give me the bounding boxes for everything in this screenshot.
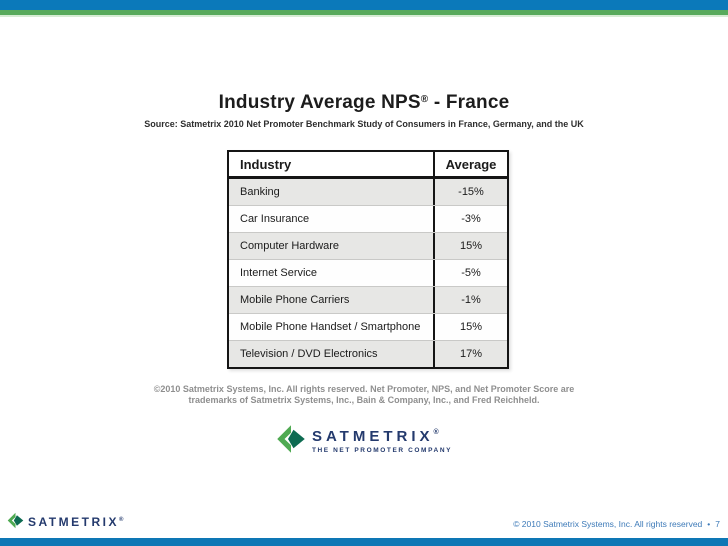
- center-logo-tagline: THE NET PROMOTER COMPANY: [311, 447, 453, 454]
- slide-title: Industry Average NPS® - France: [0, 92, 728, 114]
- slide-title-rest: - France: [428, 92, 510, 113]
- slide-title-text: Industry Average NPS: [218, 92, 421, 113]
- industry-cell: Banking: [229, 179, 435, 205]
- industry-cell: Computer Hardware: [229, 233, 435, 259]
- average-cell: 17%: [459, 348, 483, 360]
- top-accent-bar-pale: [0, 15, 728, 17]
- trademark-footnote-line2: trademarks of Satmetrix Systems, Inc., B…: [188, 394, 540, 405]
- copyright-text: © 2010 Satmetrix Systems, Inc. All right…: [513, 519, 703, 529]
- nps-average-table: Industry Average Banking -15% Car Insura…: [227, 150, 509, 369]
- center-logo-name: SATMETRIX: [311, 428, 434, 445]
- industry-cell: Mobile Phone Carriers: [229, 287, 435, 313]
- table-row: Television / DVD Electronics 17%: [229, 340, 507, 367]
- footer-logo-wordmark: SATMETRIX®: [28, 513, 123, 529]
- satmetrix-footer-logo: SATMETRIX®: [7, 512, 123, 529]
- footer-logo-name: SATMETRIX: [28, 514, 119, 529]
- table-row: Car Insurance -3%: [229, 205, 507, 232]
- table-row: Internet Service -5%: [229, 259, 507, 286]
- center-logo-wordmark: SATMETRIX®: [312, 424, 452, 445]
- average-cell: -5%: [461, 267, 481, 279]
- satmetrix-diamond-icon: [276, 424, 306, 454]
- table-header-row: Industry Average: [229, 152, 507, 179]
- industry-cell: Television / DVD Electronics: [229, 341, 435, 367]
- top-accent-bar-blue: [0, 0, 728, 10]
- top-accent-bar-green: [0, 10, 728, 15]
- page-number: 7: [715, 519, 720, 529]
- industry-cell: Internet Service: [229, 260, 435, 286]
- trademark-footnote: ©2010 Satmetrix Systems, Inc. All rights…: [0, 384, 728, 405]
- average-cell: 15%: [459, 240, 483, 252]
- table-row: Mobile Phone Carriers -1%: [229, 286, 507, 313]
- average-cell: -3%: [461, 213, 481, 225]
- registered-trademark-symbol: ®: [433, 429, 439, 436]
- separator-dot: •: [707, 519, 711, 529]
- industry-cell: Mobile Phone Handset / Smartphone: [229, 314, 435, 340]
- column-header-average: Average: [445, 156, 497, 172]
- satmetrix-center-logo: SATMETRIX® THE NET PROMOTER COMPANY: [0, 424, 728, 454]
- average-cell: -15%: [458, 186, 484, 198]
- center-logo-text-block: SATMETRIX® THE NET PROMOTER COMPANY: [312, 424, 452, 454]
- footer-copyright: © 2010 Satmetrix Systems, Inc. All right…: [513, 519, 720, 529]
- average-cell: -1%: [461, 294, 481, 306]
- bottom-accent-bar: [0, 538, 728, 546]
- table-row: Banking -15%: [229, 179, 507, 205]
- satmetrix-diamond-icon: [7, 512, 24, 529]
- registered-trademark-symbol: ®: [118, 516, 124, 523]
- registered-trademark-symbol: ®: [420, 94, 429, 105]
- table-row: Mobile Phone Handset / Smartphone 15%: [229, 313, 507, 340]
- source-citation: Source: Satmetrix 2010 Net Promoter Benc…: [144, 119, 584, 129]
- average-cell: 15%: [459, 321, 483, 333]
- table-row: Computer Hardware 15%: [229, 232, 507, 259]
- trademark-footnote-line1: ©2010 Satmetrix Systems, Inc. All rights…: [153, 384, 575, 394]
- column-header-industry: Industry: [229, 152, 435, 176]
- industry-cell: Car Insurance: [229, 206, 435, 232]
